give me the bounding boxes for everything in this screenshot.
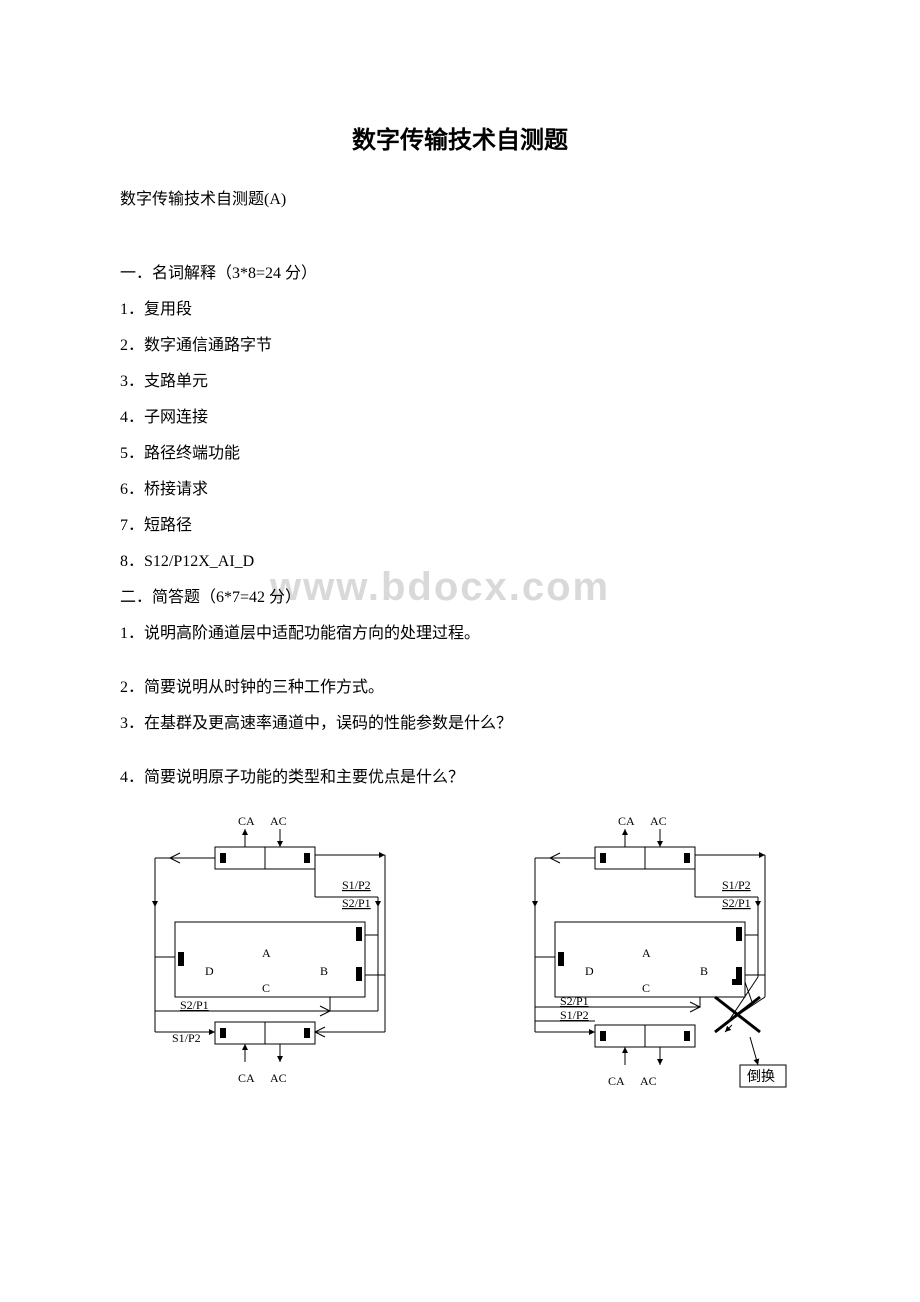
label-s2p1-top-r: S2/P1: [722, 896, 751, 910]
term-item: 4．子网连接: [120, 403, 800, 427]
term-item: 3．支路单元: [120, 367, 800, 391]
label-c: C: [262, 981, 270, 995]
label-ca-bot-r: CA: [608, 1074, 625, 1088]
label-s1p2-bot: S1/P2: [172, 1031, 201, 1045]
diagrams-container: CA AC S1/P2 S2/P1: [120, 807, 800, 1097]
label-a-r: A: [642, 946, 651, 960]
label-s1p2-top-r: S1/P2: [722, 878, 751, 892]
label-s2p1-bot: S2/P1: [180, 998, 209, 1012]
label-ca-top: CA: [238, 814, 255, 828]
diagram-left: CA AC S1/P2 S2/P1: [120, 807, 420, 1097]
term-item: 1．复用段: [120, 295, 800, 319]
label-s1p2-top: S1/P2: [342, 878, 371, 892]
term-item: 2．数字通信通路字节: [120, 331, 800, 355]
label-ac-bot: AC: [270, 1071, 287, 1085]
subtitle: 数字传输技术自测题(A): [120, 185, 800, 209]
label-s2p1-bot-r: S2/P1: [560, 994, 589, 1008]
label-ca-bot: CA: [238, 1071, 255, 1085]
label-d-r: D: [585, 964, 594, 978]
question-item: 2．简要说明从时钟的三种工作方式。: [120, 673, 800, 697]
label-ac-bot-r: AC: [640, 1074, 657, 1088]
label-ac-top-r: AC: [650, 814, 667, 828]
label-s1p2-bot-r: S1/P2: [560, 1008, 589, 1022]
label-ac-top: AC: [270, 814, 287, 828]
term-item: 7．短路径: [120, 511, 800, 535]
label-a: A: [262, 946, 271, 960]
question-item: 1．说明高阶通道层中适配功能宿方向的处理过程。: [120, 619, 800, 643]
label-s2p1-top: S2/P1: [342, 896, 371, 910]
label-b-r: B: [700, 964, 708, 978]
label-c-r: C: [642, 981, 650, 995]
switch-label: 倒换: [747, 1068, 775, 1085]
diagram-right: CA AC S1/P2 S2/P1: [500, 807, 800, 1097]
label-d: D: [205, 964, 214, 978]
label-ca-top-r: CA: [618, 814, 635, 828]
term-item: 5．路径终端功能: [120, 439, 800, 463]
term-item: 6．桥接请求: [120, 475, 800, 499]
label-b: B: [320, 964, 328, 978]
page-title: 数字传输技术自测题: [120, 120, 800, 155]
question-item: 4．简要说明原子功能的类型和主要优点是什么？: [120, 763, 800, 787]
section1-heading: 一．名词解释（3*8=24 分）: [120, 259, 800, 283]
section2-heading: 二．简答题（6*7=42 分）: [120, 583, 800, 607]
question-item: 3．在基群及更高速率通道中，误码的性能参数是什么？: [120, 709, 800, 733]
